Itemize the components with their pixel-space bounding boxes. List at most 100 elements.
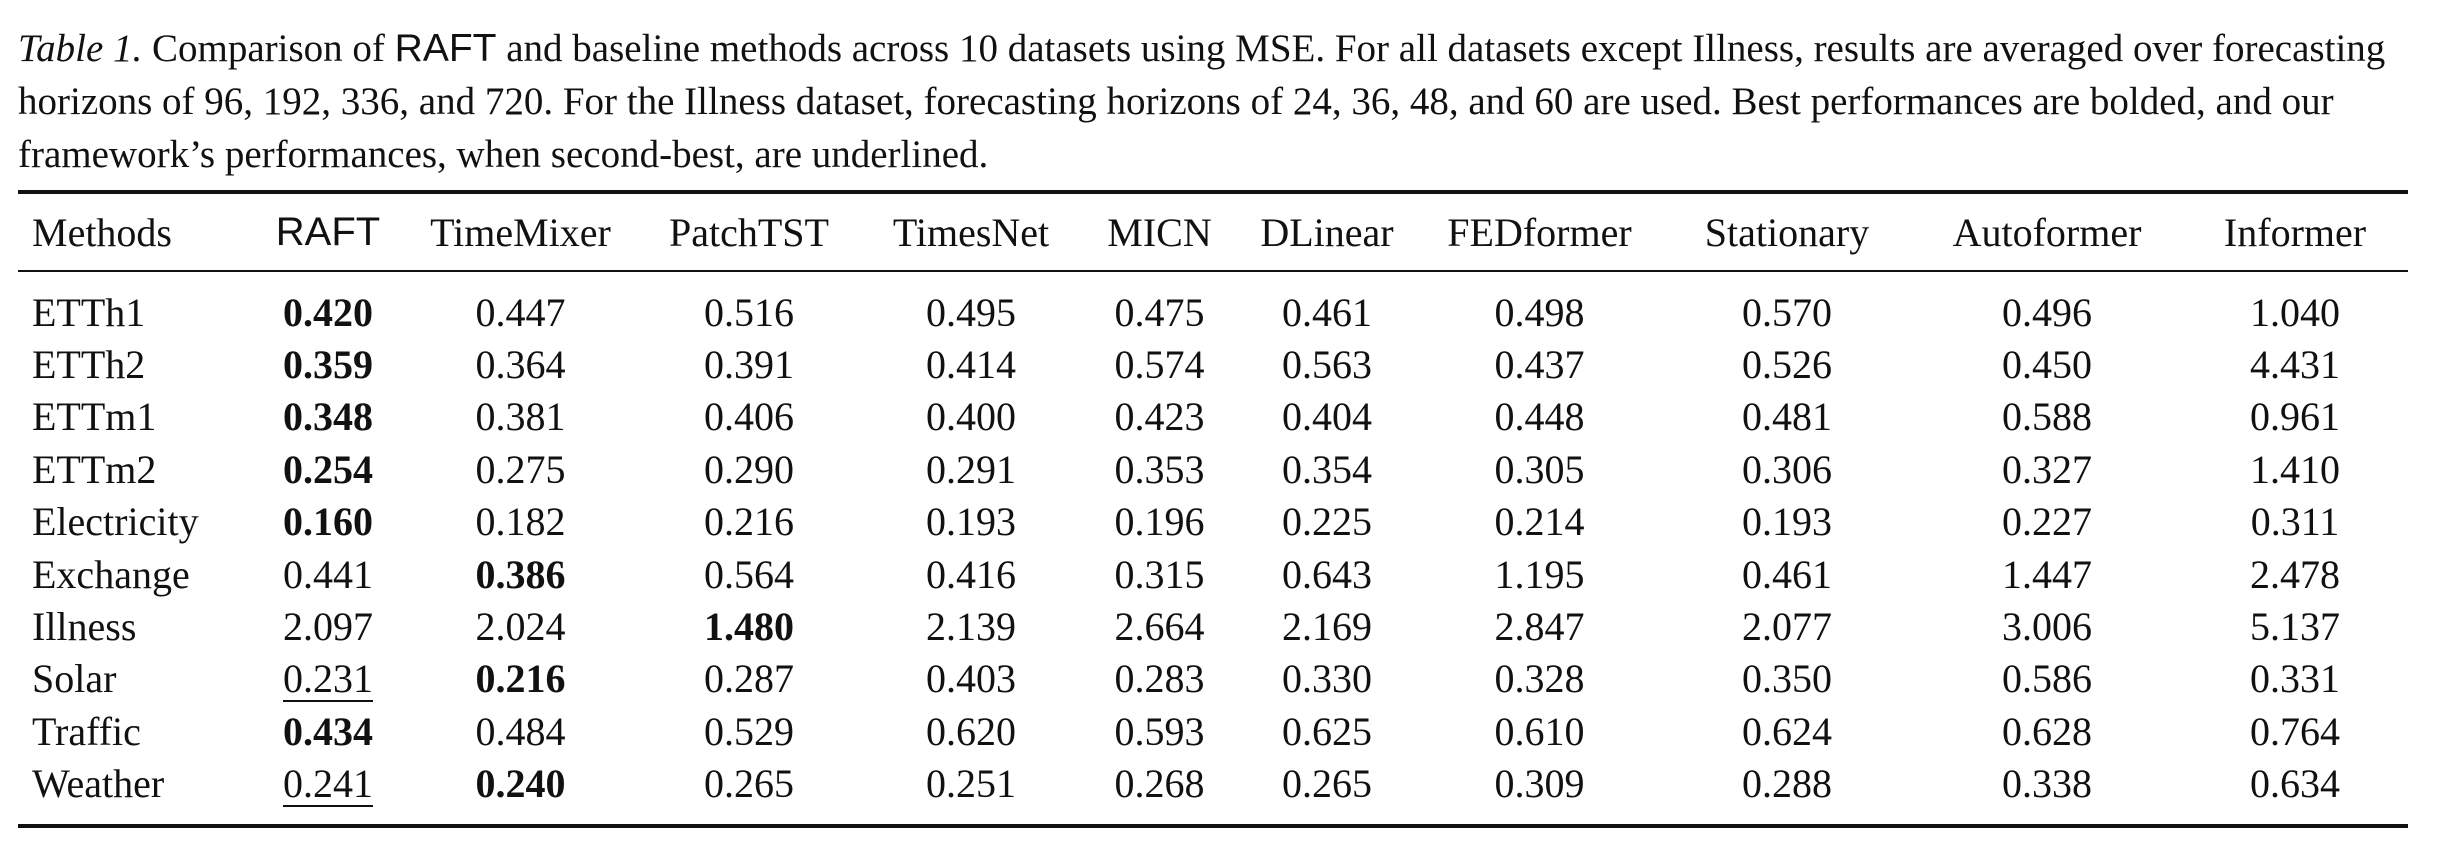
mse-cell: 0.496 bbox=[1912, 271, 2182, 338]
mse-cell: 0.475 bbox=[1082, 271, 1237, 338]
mse-value: 0.570 bbox=[1742, 289, 1832, 335]
mse-value: 1.040 bbox=[2250, 289, 2340, 335]
mse-value: 0.564 bbox=[704, 551, 794, 597]
mse-value: 0.214 bbox=[1494, 499, 1585, 545]
mse-cell: 0.353 bbox=[1082, 443, 1237, 495]
mse-cell: 0.450 bbox=[1912, 338, 2182, 390]
mse-cell: 4.431 bbox=[2182, 338, 2408, 390]
mse-value: 0.254 bbox=[283, 446, 373, 492]
mse-cell: 0.404 bbox=[1237, 391, 1417, 443]
mse-value: 0.225 bbox=[1282, 499, 1372, 545]
mse-cell: 0.403 bbox=[860, 653, 1082, 705]
mse-cell: 0.447 bbox=[403, 271, 638, 338]
mse-value: 1.195 bbox=[1494, 551, 1585, 597]
mse-cell: 0.182 bbox=[403, 496, 638, 548]
table-caption: Table 1. Comparison of RAFT and baseline… bbox=[18, 22, 2423, 181]
row-label-dataset: ETTm2 bbox=[32, 446, 157, 492]
mse-value: 0.586 bbox=[2002, 656, 2092, 702]
mse-cell: 2.077 bbox=[1662, 600, 1912, 652]
mse-cell: 0.437 bbox=[1417, 338, 1662, 390]
column-header-methods: Methods bbox=[32, 209, 172, 255]
mse-value: 0.287 bbox=[704, 656, 794, 702]
mse-cell: 0.196 bbox=[1082, 496, 1237, 548]
table-row: ETTh1 0.420 0.447 0.516 0.495 0.475 0.461 0.498… bbox=[18, 271, 2408, 338]
mse-cell: 2.139 bbox=[860, 600, 1082, 652]
table-row: ETTh2 0.359 0.364 0.391 0.414 0.574 0.563 0.437… bbox=[18, 338, 2408, 390]
table-row: Solar 0.231 0.216 0.287 0.403 0.283 0.330 0.328… bbox=[18, 653, 2408, 705]
mse-value: 0.216 bbox=[475, 656, 566, 702]
mse-value: 0.406 bbox=[704, 394, 794, 440]
mse-cell: 5.137 bbox=[2182, 600, 2408, 652]
mse-cell: 0.764 bbox=[2182, 705, 2408, 757]
mse-value: 0.628 bbox=[2002, 708, 2092, 754]
mse-value: 0.416 bbox=[926, 551, 1016, 597]
mse-cell: 0.311 bbox=[2182, 496, 2408, 548]
mse-cell: 2.024 bbox=[403, 600, 638, 652]
mse-cell: 0.420 bbox=[253, 271, 403, 338]
mse-value: 0.193 bbox=[926, 499, 1016, 545]
mse-cell: 0.620 bbox=[860, 705, 1082, 757]
mse-cell: 0.354 bbox=[1237, 443, 1417, 495]
mse-cell: 0.434 bbox=[253, 705, 403, 757]
mse-value: 0.338 bbox=[2002, 761, 2092, 807]
mse-cell: 0.593 bbox=[1082, 705, 1237, 757]
mse-cell: 2.097 bbox=[253, 600, 403, 652]
mse-value: 0.450 bbox=[2002, 342, 2092, 388]
mse-value: 0.593 bbox=[1114, 708, 1205, 754]
mse-value: 0.353 bbox=[1114, 446, 1205, 492]
table-row: ETTm1 0.348 0.381 0.406 0.400 0.423 0.404 0.448… bbox=[18, 391, 2408, 443]
mse-cell: 0.441 bbox=[253, 548, 403, 600]
mse-cell: 0.348 bbox=[253, 391, 403, 443]
mse-cell: 0.330 bbox=[1237, 653, 1417, 705]
mse-cell: 0.461 bbox=[1662, 548, 1912, 600]
mse-value: 5.137 bbox=[2250, 604, 2340, 650]
mse-value: 0.574 bbox=[1114, 342, 1205, 388]
mse-value: 2.024 bbox=[475, 604, 566, 650]
mse-cell: 0.225 bbox=[1237, 496, 1417, 548]
row-label-dataset: ETTh2 bbox=[32, 342, 146, 388]
mse-value: 0.275 bbox=[475, 446, 566, 492]
mse-cell: 0.241 bbox=[253, 758, 403, 826]
mse-value: 0.434 bbox=[283, 708, 373, 754]
mse-value: 2.077 bbox=[1742, 604, 1832, 650]
mse-value: 0.437 bbox=[1494, 342, 1585, 388]
mse-value: 0.400 bbox=[926, 394, 1016, 440]
mse-value: 2.169 bbox=[1282, 604, 1372, 650]
mse-value: 0.364 bbox=[475, 342, 566, 388]
mse-value: 0.588 bbox=[2002, 394, 2092, 440]
table-row: Exchange 0.441 0.386 0.564 0.416 0.315 0.643 1.… bbox=[18, 548, 2408, 600]
mse-value: 0.231 bbox=[283, 656, 373, 702]
mse-cell: 1.480 bbox=[638, 600, 860, 652]
mse-value: 1.447 bbox=[2002, 551, 2092, 597]
row-label-dataset: Illness bbox=[32, 604, 137, 650]
mse-cell: 2.169 bbox=[1237, 600, 1417, 652]
row-label-dataset: Weather bbox=[32, 761, 165, 807]
mse-value: 0.961 bbox=[2250, 394, 2340, 440]
mse-cell: 0.193 bbox=[1662, 496, 1912, 548]
table-row: Illness 2.097 2.024 1.480 2.139 2.664 2.169 2.8… bbox=[18, 600, 2408, 652]
mse-value: 0.461 bbox=[1742, 551, 1832, 597]
header-row: Methods RAFT TimeMixer PatchTST TimesNet MICN… bbox=[18, 192, 2408, 271]
mse-value: 0.305 bbox=[1494, 446, 1585, 492]
mse-cell: 0.570 bbox=[1662, 271, 1912, 338]
mse-cell: 0.251 bbox=[860, 758, 1082, 826]
mse-value: 0.423 bbox=[1114, 394, 1205, 440]
mse-value: 0.265 bbox=[1282, 761, 1372, 807]
mse-cell: 0.406 bbox=[638, 391, 860, 443]
mse-cell: 0.586 bbox=[1912, 653, 2182, 705]
mse-value: 0.241 bbox=[283, 761, 373, 807]
mse-value: 0.182 bbox=[475, 499, 566, 545]
column-header-stationary: Stationary bbox=[1704, 209, 1870, 255]
mse-value: 0.311 bbox=[2250, 499, 2340, 545]
mse-cell: 0.498 bbox=[1417, 271, 1662, 338]
mse-value: 0.481 bbox=[1742, 394, 1832, 440]
mse-value: 0.461 bbox=[1282, 289, 1372, 335]
mse-value: 0.288 bbox=[1742, 761, 1832, 807]
mse-cell: 0.306 bbox=[1662, 443, 1912, 495]
mse-cell: 0.359 bbox=[253, 338, 403, 390]
mse-value: 0.306 bbox=[1742, 446, 1832, 492]
mse-cell: 1.447 bbox=[1912, 548, 2182, 600]
row-label-dataset: Solar bbox=[32, 656, 117, 702]
mse-cell: 2.664 bbox=[1082, 600, 1237, 652]
